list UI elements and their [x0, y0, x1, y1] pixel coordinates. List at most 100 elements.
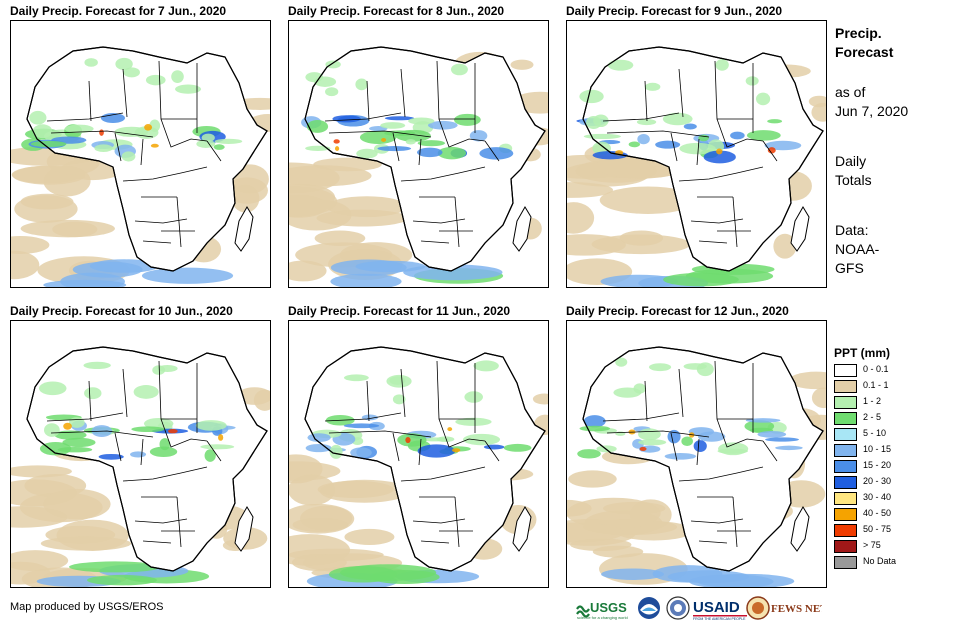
ocean-precip-patch [773, 233, 797, 259]
southern-ocean-precip [330, 273, 402, 287]
africa-continent [304, 346, 546, 572]
ocean-precip-patch [510, 59, 534, 70]
rain-belt-patch [579, 425, 611, 432]
legend-swatch [834, 444, 857, 457]
rain-belt-patch [483, 444, 505, 450]
sahel-precip-patch [633, 383, 646, 394]
country-border [160, 118, 208, 148]
country-border [762, 440, 778, 462]
country-border [122, 68, 128, 118]
legend-swatch [834, 396, 857, 409]
map-credit: Map produced by USGS/EROS [10, 601, 164, 613]
country-border [88, 80, 92, 122]
sahel-precip-patch [175, 84, 202, 94]
rain-belt-patch [417, 444, 456, 458]
ocean-precip-patch [599, 186, 696, 214]
country-border [46, 412, 124, 422]
rain-belt-patch [98, 453, 124, 460]
rain-belt-patch [681, 436, 693, 447]
rain-belt-patch [427, 120, 458, 130]
rain-belt-patch [703, 150, 736, 164]
heavy-rain-cell [144, 123, 153, 131]
fews-net-logo-text: FEWS NET [771, 603, 822, 615]
rain-belt-patch [350, 447, 372, 458]
country-border [366, 80, 370, 122]
country-border [418, 138, 422, 166]
rain-belt-patch [469, 130, 488, 142]
country-border [50, 130, 154, 138]
country-border [678, 166, 764, 182]
ocean-precip-patch [316, 209, 409, 227]
heavy-rain-cell [639, 446, 647, 451]
fews-net-logo: FEWS NET [746, 596, 822, 620]
svg-text:FROM THE AMERICAN PEOPLE: FROM THE AMERICAN PEOPLE [693, 617, 746, 621]
country-border [324, 412, 402, 422]
southern-ocean-precip [72, 261, 143, 278]
country-border [420, 240, 450, 244]
heavy-rain-cell [767, 147, 776, 154]
southern-ocean-precip [141, 267, 234, 284]
heavy-rain-cell [452, 448, 461, 453]
country-border [438, 418, 486, 448]
southern-ocean-precip [663, 272, 739, 287]
rain-belt-patch [149, 446, 178, 458]
country-border [644, 380, 648, 422]
rain-belt-patch [655, 140, 681, 149]
heavy-rain-cell [218, 434, 224, 441]
country-border [602, 412, 680, 422]
ocean-precip-patch [300, 505, 353, 531]
rain-belt-patch [636, 118, 657, 126]
country-border [328, 130, 432, 138]
rain-belt-patch [30, 140, 67, 148]
country-border [122, 368, 128, 418]
country-border [696, 438, 700, 466]
rain-belt-patch [775, 445, 803, 451]
ocean-precip-patch [567, 522, 624, 543]
country-border [160, 418, 208, 448]
southern-ocean-precip [69, 561, 162, 573]
legend-swatch [834, 380, 857, 393]
country-border [140, 138, 144, 166]
rain-belt-patch [417, 140, 446, 147]
ocean-precip-patch [40, 536, 132, 551]
madagascar [790, 506, 810, 552]
country-border [88, 380, 92, 422]
rain-belt-patch [730, 131, 745, 140]
ocean-precip-patch [532, 393, 548, 405]
rain-belt-patch [664, 452, 697, 460]
legend-item: > 75 [834, 539, 906, 555]
ocean-precip-patch [11, 250, 40, 280]
precip-map [566, 20, 827, 288]
legend-label: 0 - 0.1 [863, 364, 889, 374]
ocean-precip-patch [289, 260, 327, 282]
heavy-rain-cell [168, 429, 178, 434]
ocean-precip-patch [808, 95, 826, 108]
rain-belt-patch [195, 420, 227, 431]
country-border [420, 540, 450, 544]
sahel-precip-patch [579, 89, 604, 104]
legend-item: 1 - 2 [834, 395, 906, 411]
usgs-logo-text: USGS [590, 600, 627, 615]
country-border [176, 196, 182, 248]
heavy-rain-cell [333, 139, 340, 144]
legend-item: 15 - 20 [834, 459, 906, 475]
rain-belt-patch [628, 141, 641, 148]
ocean-precip-patch [567, 202, 595, 234]
rain-belt-patch [94, 144, 113, 153]
rain-belt-patch [29, 110, 47, 125]
rain-belt-patch [479, 147, 514, 160]
coastline [26, 46, 268, 272]
country-border [670, 432, 678, 462]
heavy-rain-cell [716, 148, 723, 155]
country-border [142, 240, 172, 244]
africa-map-svg [567, 46, 826, 287]
sahel-precip-patch [644, 82, 661, 91]
madagascar [790, 206, 810, 252]
country-border [716, 418, 764, 448]
sahel-precip-patch [450, 63, 468, 76]
country-border [206, 440, 222, 462]
rain-belt-patch [377, 146, 412, 152]
country-border [696, 138, 700, 166]
ocean-precip-patch [289, 165, 372, 187]
precip-map [288, 20, 549, 288]
